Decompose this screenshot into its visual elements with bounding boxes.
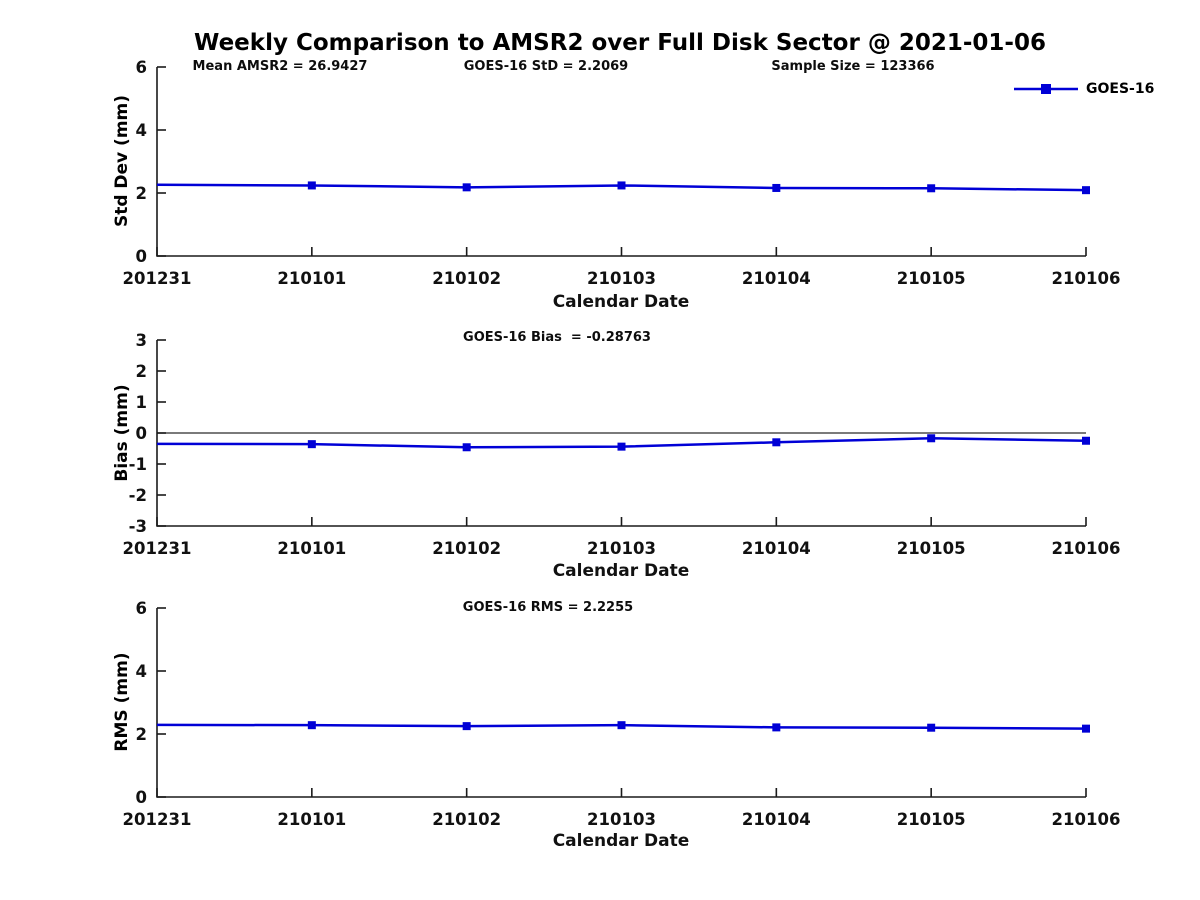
stddev-x-axis-label: Calendar Date — [552, 292, 690, 312]
svg-text:6: 6 — [136, 599, 147, 618]
svg-text:210106: 210106 — [1052, 810, 1121, 829]
svg-text:3: 3 — [136, 331, 147, 350]
svg-text:210105: 210105 — [897, 539, 966, 558]
svg-text:210103: 210103 — [587, 810, 656, 829]
svg-text:210102: 210102 — [432, 539, 501, 558]
annotation-goes16-rms: GOES-16 RMS = 2.2255 — [462, 600, 634, 615]
annotation-sample-size: Sample Size = 123366 — [771, 59, 935, 74]
svg-text:6: 6 — [136, 58, 147, 77]
bias-x-axis-label: Calendar Date — [552, 561, 690, 581]
svg-text:210103: 210103 — [587, 269, 656, 288]
svg-text:201231: 201231 — [123, 810, 192, 829]
svg-text:210101: 210101 — [277, 539, 346, 558]
figure-title: Weekly Comparison to AMSR2 over Full Dis… — [194, 30, 1046, 56]
svg-text:2: 2 — [136, 725, 147, 744]
annotation-goes16-std: GOES-16 StD = 2.2069 — [463, 59, 629, 74]
legend-line-sample — [1014, 84, 1078, 94]
rms-chart: 0 2 4 6 201231 210101 210102 210103 210104 210105… — [123, 599, 1121, 829]
stddev-y-axis-label: Std Dev (mm) — [112, 94, 132, 228]
annotation-goes16-bias: GOES-16 Bias = -0.28763 — [463, 330, 651, 345]
rms-y-axis-label: RMS (mm) — [112, 652, 132, 752]
svg-text:0: 0 — [136, 424, 147, 443]
bias-y-axis-label: Bias (mm) — [112, 384, 132, 482]
svg-text:210102: 210102 — [432, 810, 501, 829]
svg-text:210101: 210101 — [277, 269, 346, 288]
svg-text:210106: 210106 — [1052, 539, 1121, 558]
legend: GOES-16 — [1012, 79, 1154, 99]
legend-label: GOES-16 — [1086, 81, 1155, 97]
svg-text:210105: 210105 — [897, 269, 966, 288]
svg-text:210104: 210104 — [742, 539, 811, 558]
svg-text:0: 0 — [136, 247, 147, 266]
svg-text:210106: 210106 — [1052, 269, 1121, 288]
svg-text:1: 1 — [136, 393, 147, 412]
svg-text:4: 4 — [136, 121, 147, 140]
svg-text:210105: 210105 — [897, 810, 966, 829]
svg-text:210104: 210104 — [742, 810, 811, 829]
svg-text:0: 0 — [136, 788, 147, 807]
svg-text:210103: 210103 — [587, 539, 656, 558]
svg-text:210102: 210102 — [432, 269, 501, 288]
svg-text:210104: 210104 — [742, 269, 811, 288]
svg-text:4: 4 — [136, 662, 147, 681]
rms-x-axis-label: Calendar Date — [552, 831, 690, 851]
svg-text:2: 2 — [136, 362, 147, 381]
annotation-mean-amsr2: Mean AMSR2 = 26.9427 — [192, 59, 368, 74]
svg-text:210101: 210101 — [277, 810, 346, 829]
svg-text:201231: 201231 — [123, 269, 192, 288]
svg-text:201231: 201231 — [123, 539, 192, 558]
svg-text:2: 2 — [136, 184, 147, 203]
